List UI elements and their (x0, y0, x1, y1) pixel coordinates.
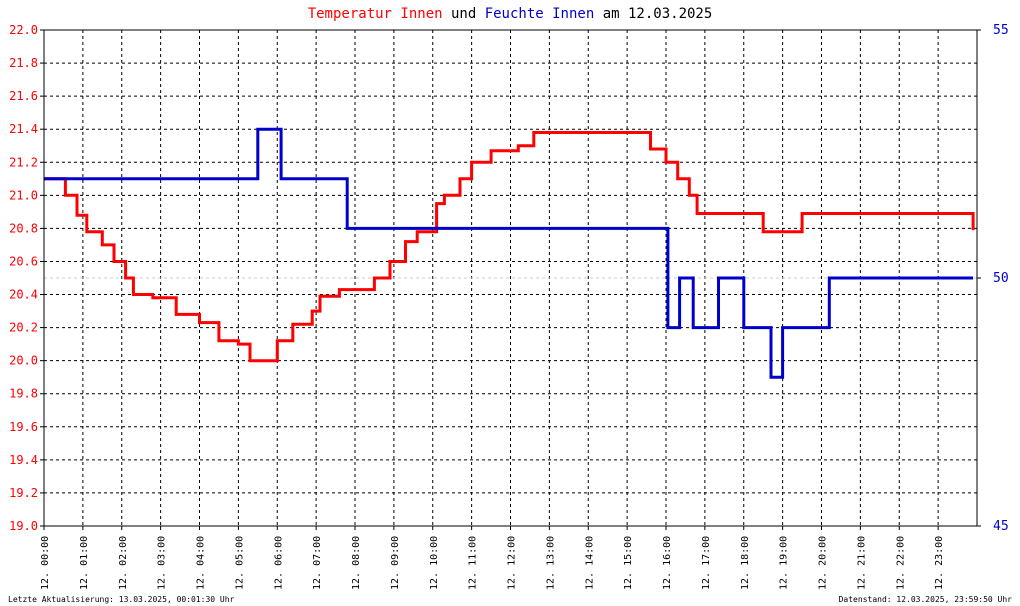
x-tick-label: 12. 18:00 (740, 536, 751, 590)
left-tick-label: 21.4 (9, 122, 38, 136)
title-part: und (443, 6, 485, 22)
x-tick-label: 12. 21:00 (856, 536, 867, 590)
left-tick-label: 21.2 (9, 155, 38, 169)
series-layer (44, 127, 975, 379)
x-axis: 12. 00:00 12. 01:00 12. 02:00 12. 03:00 12. … (40, 526, 945, 590)
x-tick-label: 12. 10:00 (429, 536, 440, 590)
left-tick-label: 21.6 (9, 89, 38, 103)
title-part: am 12.03.2025 (594, 6, 712, 22)
x-tick-label: 12. 14:00 (584, 536, 595, 590)
x-tick-label: 12. 05:00 (234, 536, 245, 590)
x-tick-label: 12. 15:00 (623, 536, 634, 590)
x-tick-label: 12. 19:00 (779, 536, 790, 590)
left-tick-label: 20.2 (9, 321, 38, 335)
left-tick-label: 19.2 (9, 486, 38, 500)
left-tick-label: 21.8 (9, 56, 38, 70)
x-tick-label: 12. 06:00 (273, 536, 284, 590)
x-tick-label: 12. 07:00 (312, 536, 323, 590)
series-temperatur-line (44, 131, 975, 363)
footer-left: Letzte Aktualisierung: 13.03.2025, 00:01… (8, 595, 235, 604)
x-tick-label: 12. 02:00 (118, 536, 129, 590)
x-tick-label: 12. 08:00 (351, 536, 362, 590)
x-tick-label: 12. 04:00 (196, 536, 207, 590)
x-tick-label: 12. 13:00 (545, 536, 556, 590)
left-tick-label: 20.4 (9, 288, 38, 302)
right-tick-label: 50 (993, 271, 1009, 286)
right-axis: 55 50 45 (977, 23, 1009, 534)
x-tick-label: 12. 03:00 (157, 536, 168, 590)
x-tick-label: 12. 12:00 (507, 536, 518, 590)
left-tick-label: 20.6 (9, 254, 38, 268)
footer-right: Datenstand: 12.03.2025, 23:59:50 Uhr (839, 595, 1013, 604)
x-tick-label: 12. 09:00 (390, 536, 401, 590)
left-tick-label: 19.6 (9, 420, 38, 434)
x-tick-label: 12. 00:00 (40, 536, 51, 590)
left-tick-label: 21.0 (9, 188, 38, 202)
x-tick-label: 12. 01:00 (79, 536, 90, 590)
left-tick-label: 20.0 (9, 354, 38, 368)
right-tick-label: 55 (993, 23, 1009, 38)
x-tick-label: 12. 16:00 (662, 536, 673, 590)
chart-title: Temperatur Innen und Feuchte Innen am 12… (308, 6, 713, 22)
x-tick-label: 12. 17:00 (701, 536, 712, 590)
x-tick-label: 12. 20:00 (818, 536, 829, 590)
right-tick-label: 45 (993, 519, 1009, 534)
left-tick-label: 22.0 (9, 23, 38, 37)
left-tick-label: 19.8 (9, 387, 38, 401)
left-tick-label: 20.8 (9, 221, 38, 235)
x-tick-label: 12. 11:00 (468, 536, 479, 590)
left-tick-label: 19.0 (9, 519, 38, 533)
title-part: Temperatur Innen (308, 6, 443, 22)
title-part: Feuchte Innen (485, 6, 595, 22)
x-tick-label: 12. 22:00 (895, 536, 906, 590)
left-axis: 22.0 21.8 21.6 21.4 21.2 21.0 20.8 20.6 20.4 20.2… (9, 23, 44, 533)
x-tick-label: 12. 23:00 (934, 536, 945, 590)
series-feuchte-line (44, 127, 974, 379)
left-tick-label: 19.4 (9, 453, 38, 467)
